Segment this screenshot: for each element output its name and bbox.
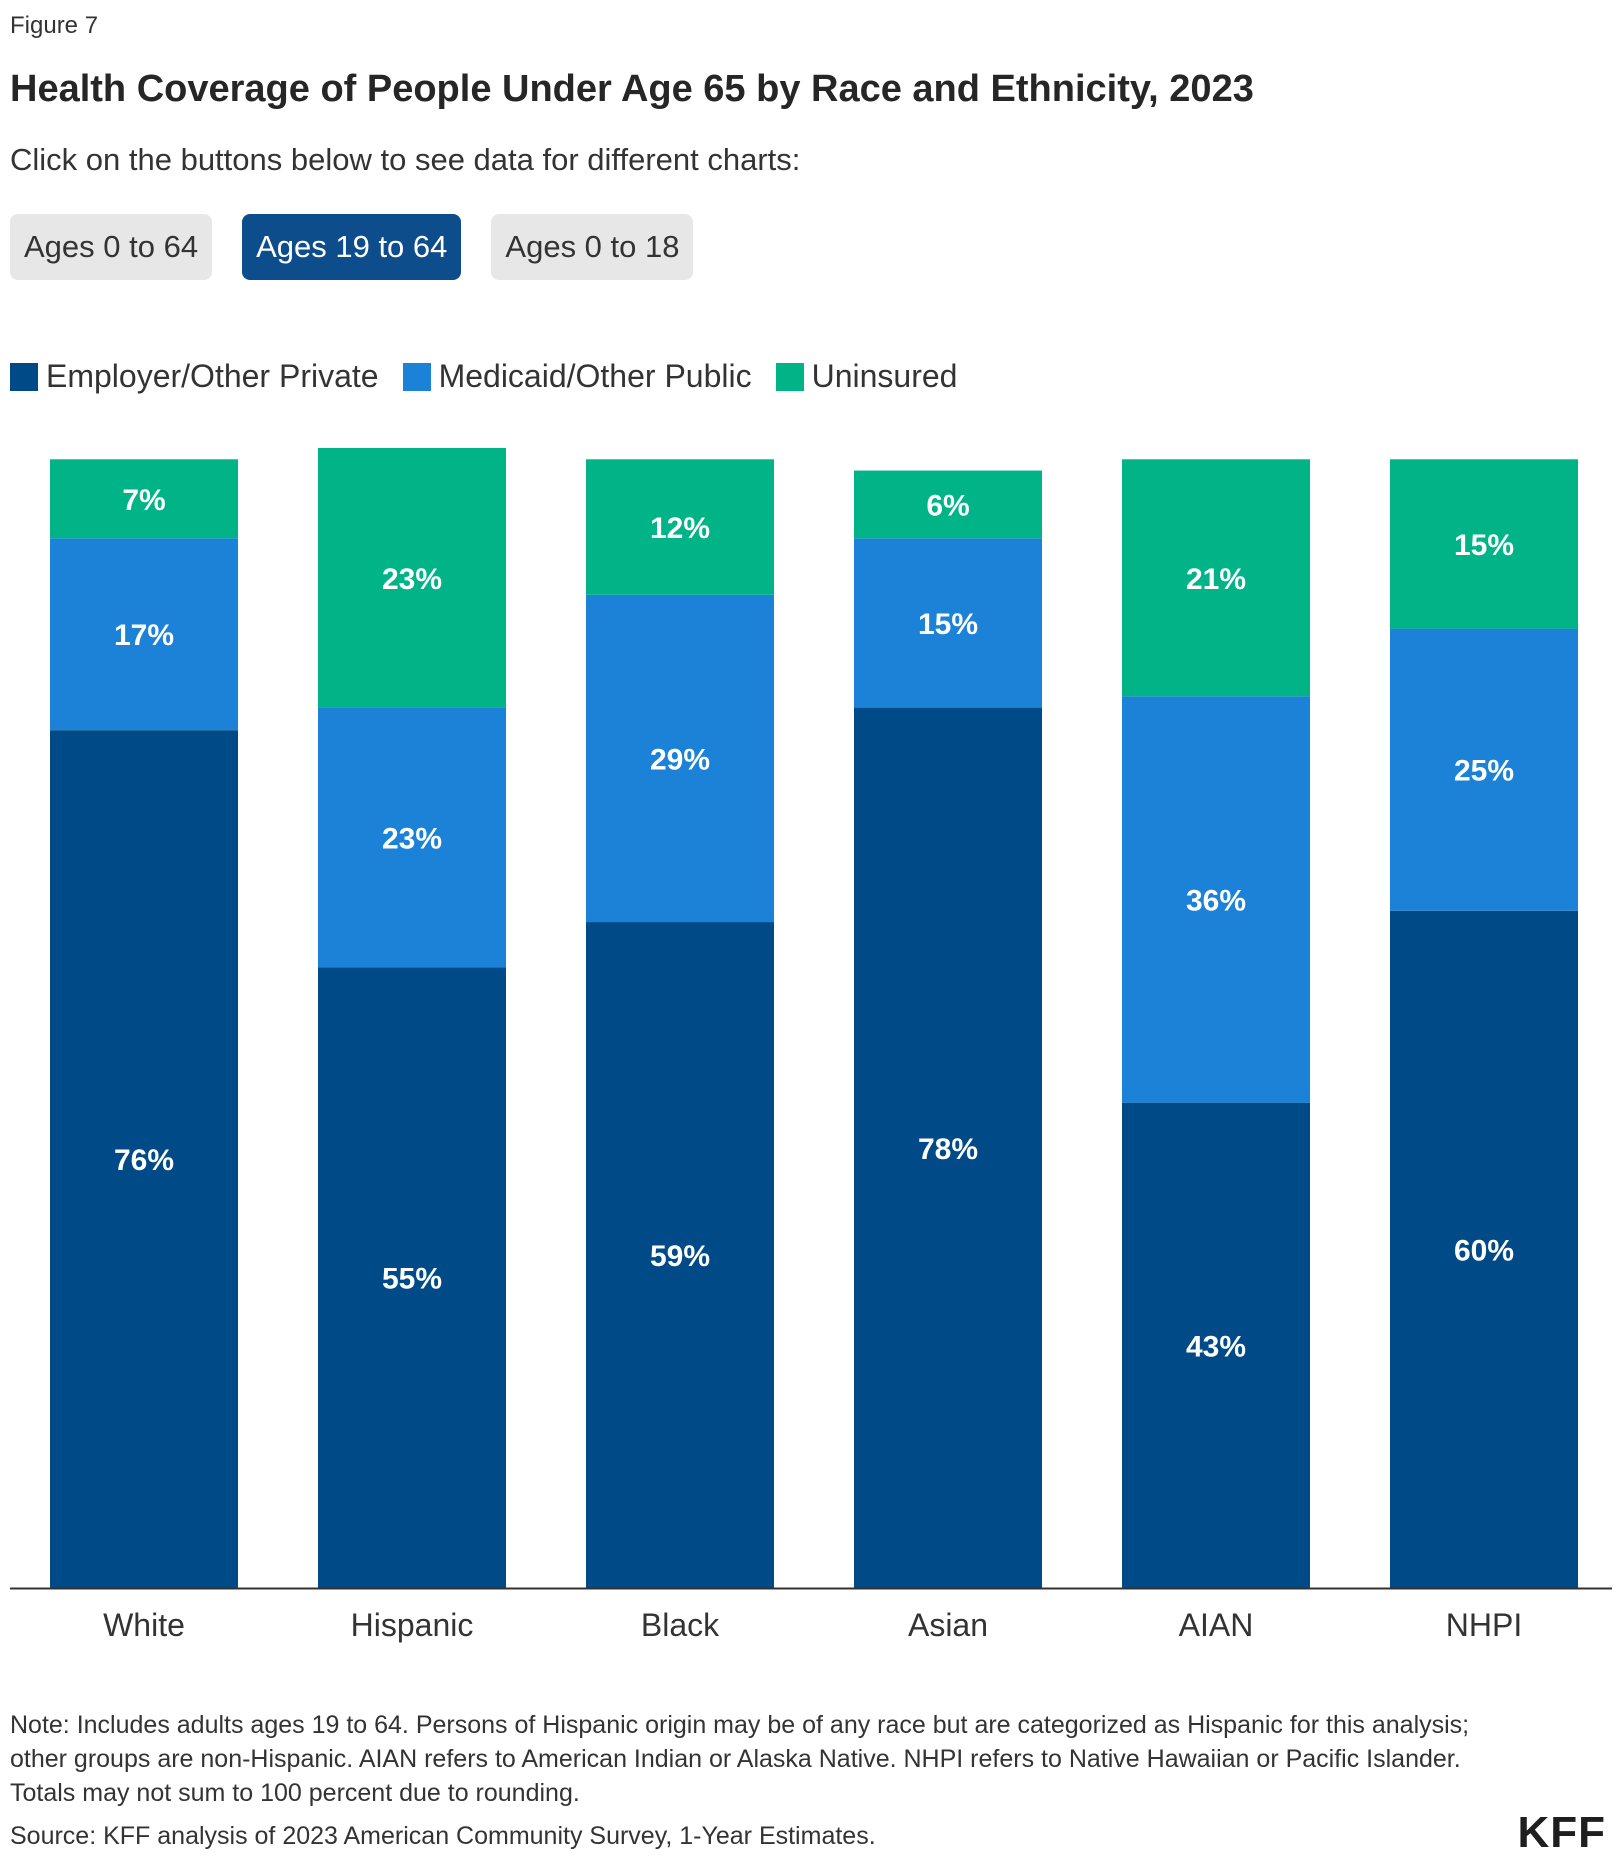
bar-segment-white-uninsured [50,459,238,539]
chart-note: Note: Includes adults ages 19 to 64. Per… [10,1711,1470,1807]
data-label-white-employer: 76% [114,1144,174,1177]
bar-segment-asian-employer [854,707,1042,1588]
legend-swatch-employer [10,362,38,391]
data-label-aian-medicaid: 36% [1186,884,1246,917]
age-group-tabs: Ages 0 to 64 Ages 19 to 64 Ages 0 to 18 [10,214,694,280]
bar-segment-hispanic-medicaid [318,707,506,968]
bar-segment-nhpi-employer [1390,910,1578,1588]
data-label-black-medicaid: 29% [650,743,710,776]
bar-segment-white-medicaid [50,538,238,731]
bar-segment-black-uninsured [586,459,774,595]
legend-swatch-uninsured [775,362,804,391]
data-label-nhpi-medicaid: 25% [1454,755,1514,788]
bar-segment-asian-uninsured [854,470,1042,539]
data-label-nhpi-employer: 60% [1454,1234,1514,1267]
x-tick-label-asian: Asian [908,1607,988,1643]
data-label-black-uninsured: 12% [650,512,710,545]
bar-segment-hispanic-uninsured [318,448,506,708]
figure-label: Figure 7 [10,12,99,39]
tab-ages-19-to-64[interactable]: Ages 19 to 64 [242,214,462,280]
tab-ages-0-to-64[interactable]: Ages 0 to 64 [10,214,213,280]
bar-segment-black-employer [586,922,774,1588]
data-label-black-employer: 59% [650,1240,710,1273]
bar-segment-aian-medicaid [1122,696,1310,1103]
legend-label-medicaid: Medicaid/Other Public [438,358,752,394]
data-label-white-medicaid: 17% [114,619,174,652]
tab-ages-0-to-18[interactable]: Ages 0 to 18 [491,214,694,280]
data-label-asian-uninsured: 6% [926,489,969,522]
bar-segment-black-medicaid [586,594,774,923]
data-label-hispanic-employer: 55% [382,1263,442,1296]
data-label-aian-uninsured: 21% [1186,563,1246,596]
chart-subtitle: Click on the buttons below to see data f… [10,142,801,177]
x-tick-label-black: Black [641,1607,720,1643]
bar-segment-hispanic-employer [318,967,506,1588]
legend-item-medicaid: Medicaid/Other Public [402,358,752,395]
x-tick-label-hispanic: Hispanic [351,1607,474,1643]
stacked-bar-chart: 76% 17% 7% White 55% 23% 23% Hispanic 59% 29% 12% B… [10,448,1612,1643]
chart-source: Source: KFF analysis of 2023 American Co… [10,1822,876,1850]
legend-item-employer: Employer/Other Private [10,358,379,395]
data-label-aian-employer: 43% [1186,1330,1246,1363]
legend-item-uninsured: Uninsured [775,358,958,395]
bar-segment-white-employer [50,730,238,1588]
kff-logo: KFF [1517,1808,1606,1857]
bar-segment-asian-medicaid [854,538,1042,708]
data-label-nhpi-uninsured: 15% [1454,529,1514,562]
chart-title: Health Coverage of People Under Age 65 b… [10,68,1254,110]
x-tick-label-nhpi: NHPI [1446,1607,1522,1643]
bar-segment-aian-uninsured [1122,459,1310,697]
x-tick-label-white: White [103,1607,185,1643]
legend-swatch-medicaid [402,362,431,391]
bar-segment-nhpi-uninsured [1390,459,1578,629]
data-label-white-uninsured: 7% [122,484,165,517]
x-tick-label-aian: AIAN [1179,1607,1254,1643]
data-label-asian-employer: 78% [918,1133,978,1166]
bar-segment-nhpi-medicaid [1390,628,1578,911]
data-label-hispanic-medicaid: 23% [382,822,442,855]
data-label-hispanic-uninsured: 23% [382,563,442,596]
chart-legend: Employer/Other Private Medicaid/Other Pu… [10,358,957,395]
legend-label-employer: Employer/Other Private [46,358,379,394]
legend-label-uninsured: Uninsured [811,358,958,394]
bar-segment-aian-employer [1122,1102,1310,1588]
data-label-asian-medicaid: 15% [918,608,978,641]
